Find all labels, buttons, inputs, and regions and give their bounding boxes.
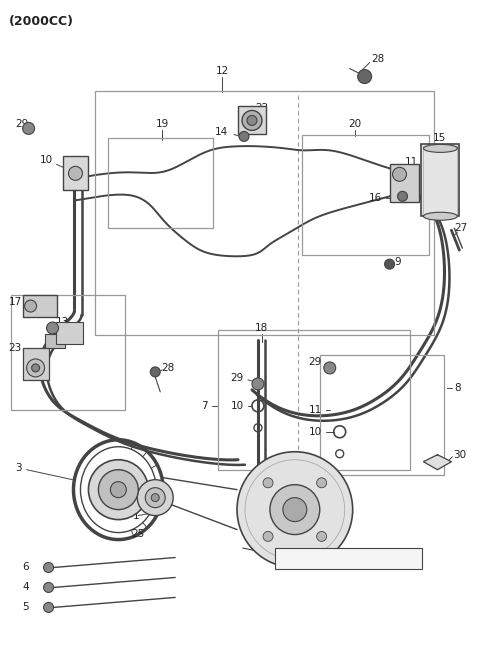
Text: 30: 30 bbox=[453, 450, 466, 460]
Circle shape bbox=[358, 70, 372, 83]
Text: 4: 4 bbox=[22, 583, 29, 592]
Text: 2: 2 bbox=[133, 481, 140, 491]
Text: (2000CC): (2000CC) bbox=[9, 14, 73, 28]
Text: REF.97-976-2: REF.97-976-2 bbox=[314, 554, 383, 564]
Bar bbox=[62, 156, 88, 190]
Text: 23: 23 bbox=[9, 343, 22, 353]
Text: 27: 27 bbox=[455, 223, 468, 234]
Circle shape bbox=[317, 531, 326, 541]
Circle shape bbox=[317, 478, 326, 488]
Text: 10: 10 bbox=[231, 401, 244, 411]
Text: 28: 28 bbox=[162, 363, 175, 373]
Text: 11: 11 bbox=[309, 405, 322, 415]
Text: 29: 29 bbox=[16, 119, 29, 129]
Circle shape bbox=[384, 259, 395, 269]
Text: 10: 10 bbox=[309, 427, 322, 437]
Bar bbox=[390, 165, 420, 202]
Circle shape bbox=[145, 487, 165, 508]
Circle shape bbox=[397, 192, 408, 201]
Text: 8: 8 bbox=[454, 383, 461, 393]
Text: 9: 9 bbox=[394, 257, 401, 267]
Circle shape bbox=[283, 498, 307, 522]
Circle shape bbox=[69, 167, 83, 180]
Text: 29: 29 bbox=[231, 373, 244, 383]
Bar bbox=[56, 322, 84, 344]
Circle shape bbox=[237, 452, 353, 567]
Bar bbox=[275, 548, 422, 569]
Text: 16: 16 bbox=[368, 194, 382, 203]
Circle shape bbox=[24, 300, 36, 312]
Text: 24: 24 bbox=[69, 333, 82, 343]
Text: 11: 11 bbox=[405, 157, 418, 167]
Circle shape bbox=[23, 123, 35, 134]
Text: 12: 12 bbox=[216, 66, 228, 75]
Circle shape bbox=[393, 167, 407, 181]
Bar bbox=[108, 138, 213, 228]
Text: 25: 25 bbox=[132, 529, 145, 539]
Circle shape bbox=[252, 378, 264, 390]
Circle shape bbox=[137, 480, 173, 516]
Text: 7: 7 bbox=[202, 401, 208, 411]
Bar bbox=[320, 355, 444, 475]
Circle shape bbox=[98, 470, 138, 510]
Text: 13: 13 bbox=[56, 317, 69, 327]
Text: 14: 14 bbox=[215, 127, 228, 137]
Circle shape bbox=[242, 110, 262, 131]
Circle shape bbox=[263, 531, 273, 541]
Ellipse shape bbox=[423, 213, 457, 220]
Ellipse shape bbox=[423, 144, 457, 152]
Text: 1: 1 bbox=[133, 510, 140, 521]
Circle shape bbox=[239, 131, 249, 142]
Text: 17: 17 bbox=[9, 297, 22, 307]
Text: 6: 6 bbox=[22, 562, 29, 573]
Bar bbox=[423, 146, 457, 215]
Circle shape bbox=[110, 482, 126, 498]
Circle shape bbox=[44, 562, 54, 573]
Circle shape bbox=[263, 478, 273, 488]
Bar bbox=[23, 348, 48, 380]
Text: 29: 29 bbox=[309, 357, 322, 367]
Bar bbox=[218, 330, 409, 470]
Polygon shape bbox=[423, 455, 451, 470]
Circle shape bbox=[151, 494, 159, 502]
Bar bbox=[302, 135, 430, 255]
Bar bbox=[238, 106, 266, 134]
Circle shape bbox=[26, 359, 45, 377]
Bar bbox=[23, 295, 57, 317]
Circle shape bbox=[247, 115, 257, 125]
Text: 5: 5 bbox=[22, 602, 29, 613]
Circle shape bbox=[32, 364, 39, 372]
Circle shape bbox=[324, 362, 336, 374]
Text: 10: 10 bbox=[39, 155, 52, 165]
Circle shape bbox=[88, 460, 148, 520]
Bar bbox=[45, 334, 64, 348]
Circle shape bbox=[47, 322, 59, 334]
Text: 15: 15 bbox=[433, 133, 446, 144]
Text: 19: 19 bbox=[156, 119, 169, 129]
Circle shape bbox=[44, 602, 54, 613]
Text: 22: 22 bbox=[255, 104, 269, 113]
Circle shape bbox=[150, 367, 160, 377]
Circle shape bbox=[270, 485, 320, 535]
Bar bbox=[421, 144, 459, 216]
Text: 18: 18 bbox=[255, 323, 269, 333]
Circle shape bbox=[44, 583, 54, 592]
Text: 28: 28 bbox=[371, 54, 384, 64]
Text: 20: 20 bbox=[348, 119, 361, 129]
Bar bbox=[96, 91, 434, 335]
Text: 3: 3 bbox=[16, 462, 22, 473]
Bar bbox=[11, 295, 125, 410]
